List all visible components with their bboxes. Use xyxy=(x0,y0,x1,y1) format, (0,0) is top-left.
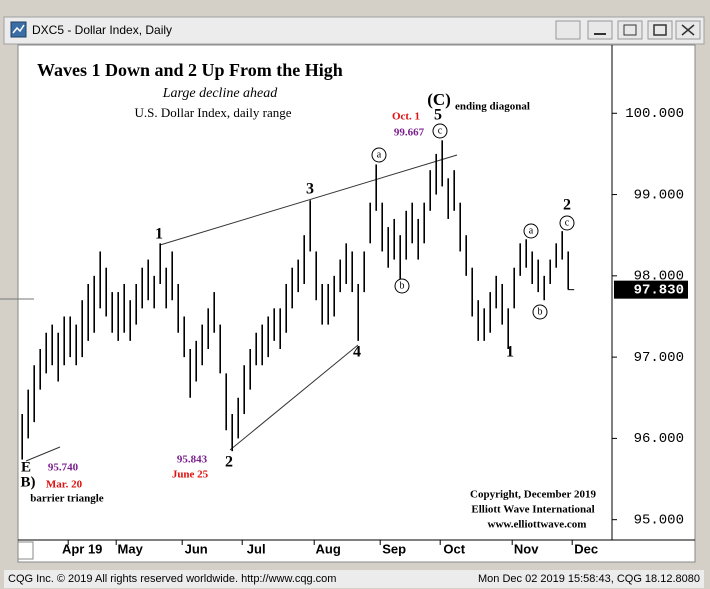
trend-line xyxy=(25,446,61,462)
status-left: CQG Inc. © 2019 All rights reserved worl… xyxy=(8,573,336,585)
annotation: 2 xyxy=(225,454,233,471)
annotation: c xyxy=(565,217,570,228)
x-tick-label: Sep xyxy=(382,541,406,556)
wave-circle xyxy=(523,223,539,239)
wave-circle xyxy=(432,123,448,139)
annotation: B) xyxy=(21,474,36,490)
title-bar xyxy=(3,16,705,45)
chart-subtitle: Large decline ahead xyxy=(162,86,279,101)
y-tick-label: 96.000 xyxy=(634,431,684,447)
link-button[interactable] xyxy=(555,20,581,40)
restore-button[interactable] xyxy=(617,20,643,40)
window-title: DXC5 - Dollar Index, Daily xyxy=(32,23,172,37)
x-tick-label: Aug xyxy=(316,541,341,556)
y-tick-label: 100.000 xyxy=(625,106,684,122)
x-tick-label: Nov xyxy=(514,541,539,556)
annotation: (C) xyxy=(427,90,451,109)
status-right: Mon Dec 02 2019 15:58:43, CQG 18.12.8080 xyxy=(478,573,700,585)
window-buttons[interactable] xyxy=(555,20,701,40)
x-tick-label: May xyxy=(118,541,144,556)
annotation: 95.740 xyxy=(48,462,79,474)
annotation: a xyxy=(377,149,382,160)
wave-circle xyxy=(394,278,410,294)
maximize-glyph xyxy=(653,24,667,36)
x-tick-label: Oct xyxy=(443,541,465,556)
trend-line xyxy=(159,154,458,246)
annotation: Mar. 20 xyxy=(46,479,83,491)
x-tick-label: Dec xyxy=(574,541,598,556)
annotation: Oct. 1 xyxy=(392,111,420,123)
maximize-button[interactable] xyxy=(647,20,673,40)
annotation: E xyxy=(21,459,31,475)
annotation: 1 xyxy=(155,226,163,243)
annotation: 3 xyxy=(306,181,314,198)
annotation: June 25 xyxy=(172,469,209,481)
chart-title: Waves 1 Down and 2 Up From the High xyxy=(37,60,343,80)
x-tick-label: Apr 19 xyxy=(62,541,102,556)
wave-circle xyxy=(559,215,575,231)
annotation: 4 xyxy=(353,344,361,361)
annotation: ending diagonal xyxy=(455,101,530,113)
y-tick-label: 95.000 xyxy=(634,512,684,528)
wave-circle xyxy=(532,304,548,320)
x-tick-label: Jul xyxy=(247,541,266,556)
status-bar xyxy=(4,570,704,588)
annotation: barrier triangle xyxy=(30,493,104,505)
y-tick-label: 97.000 xyxy=(634,350,684,366)
restore-glyph xyxy=(623,24,637,36)
annotation: 99.667 xyxy=(394,127,425,139)
last-value-label: 97.830 xyxy=(634,282,684,298)
minimize-button[interactable] xyxy=(587,20,613,40)
trend-line xyxy=(229,344,359,451)
last-value-box xyxy=(614,280,688,299)
corner-box xyxy=(17,541,34,560)
y-tick-label: 98.000 xyxy=(634,269,684,285)
plot: Waves 1 Down and 2 Up From the High Large… xyxy=(21,60,688,556)
x-tick-label: Jun xyxy=(185,541,208,556)
annotation: 2 xyxy=(563,197,571,214)
annotation: www.elliottwave.com xyxy=(488,519,587,531)
annotation: U.S. Dollar Index, daily range xyxy=(134,105,291,120)
window-icon-glyph xyxy=(12,24,25,34)
annotation: b xyxy=(538,306,543,317)
y-tick-label: 99.000 xyxy=(634,187,684,203)
annotation: 1 xyxy=(506,344,514,361)
wave-circle xyxy=(371,147,387,163)
annotation: b xyxy=(400,280,405,291)
annotation: Elliott Wave International xyxy=(471,504,594,516)
chart-pane xyxy=(17,44,696,563)
close-glyph xyxy=(681,24,695,36)
annotation: a xyxy=(529,225,534,236)
annotation: Copyright, December 2019 xyxy=(470,489,596,501)
annotation: 95.843 xyxy=(177,454,208,466)
annotation: 5 xyxy=(434,107,442,124)
annotation: c xyxy=(438,125,443,136)
